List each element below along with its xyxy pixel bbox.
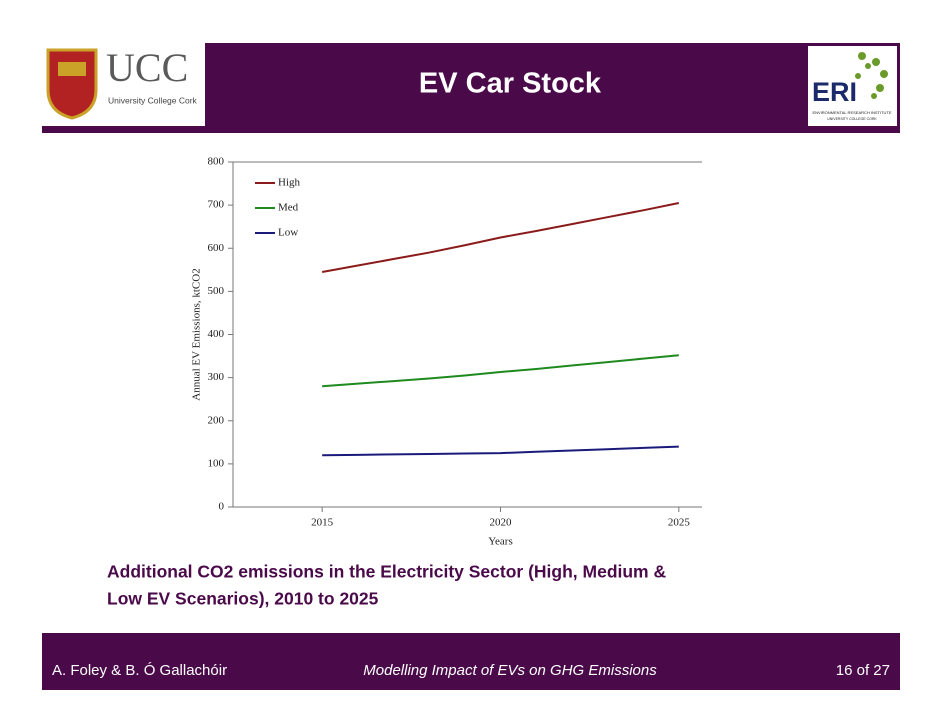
y-tick-label: 400 [208,328,225,340]
footer-authors: A. Foley & B. Ó Gallachóir [52,662,227,679]
eri-subtitle: ENVIRONMENTAL RESEARCH INSTITUTE [812,110,891,115]
slide-title: EV Car Stock [419,68,602,100]
caption-line: Low EV Scenarios), 2010 to 2025 [107,589,379,609]
y-axis-label: Annual EV Emissions, ktCO2 [191,268,203,400]
y-tick-label: 700 [208,199,225,211]
eri-org: UNIVERSITY COLLEGE CORK [827,117,877,121]
ucc-subtitle: University College Cork [108,95,198,105]
x-axis-label: Years [488,536,513,548]
series-line [322,445,679,457]
y-tick-label: 100 [208,457,225,469]
series-line [322,354,679,388]
x-tick-label: 2020 [489,517,512,529]
x-tick-label: 2025 [668,517,691,529]
footer-band [42,633,900,690]
y-tick-label: 0 [219,501,225,513]
legend-label: Med [278,202,299,214]
footer-page: 16 of 27 [836,662,890,679]
eri-dots [855,52,888,99]
ucc-crest-detail [58,62,86,76]
ucc-name: UCC [106,45,188,90]
ucc-crest [46,48,98,120]
series-line [321,201,680,273]
y-tick-label: 600 [208,242,225,254]
y-tick-label: 200 [208,414,225,426]
y-tick-label: 800 [208,156,225,168]
y-tick-label: 500 [208,285,225,297]
x-tick-label: 2015 [311,517,334,529]
footer-talk: Modelling Impact of EVs on GHG Emissions [363,662,657,679]
legend-label: Low [278,227,298,239]
y-tick-label: 300 [208,371,225,383]
eri-name: ERI [812,77,857,107]
chart: 0 100 200 300 400 500 600 700 800 2015 2020 2025 Yea… [191,156,702,548]
legend-label: High [278,177,301,189]
caption-line: Additional CO2 emissions in the Electric… [107,562,666,582]
